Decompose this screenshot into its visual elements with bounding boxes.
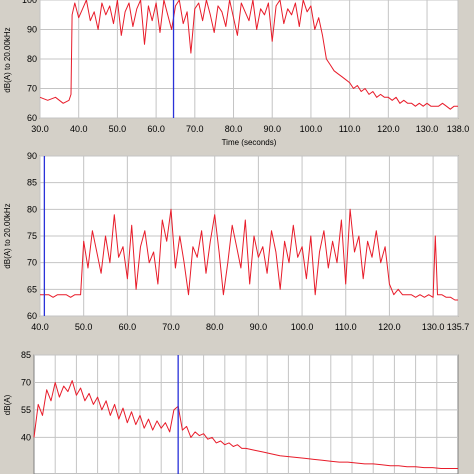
y-tick-label: 55 xyxy=(21,405,31,415)
x-tick-label: 80.0 xyxy=(206,322,224,332)
series-line xyxy=(40,208,458,301)
x-tick-label: 135.7 xyxy=(447,322,470,332)
x-tick-label: 90.0 xyxy=(263,124,281,134)
y-tick-label: 75 xyxy=(27,231,37,241)
chart-panel-3: 85 70 55 40 dB(A) xyxy=(0,345,474,474)
y-tick-label: 80 xyxy=(27,54,37,64)
x-axis-label: Time (seconds) xyxy=(222,337,277,338)
chart-3-svg: 85 70 55 40 dB(A) xyxy=(3,350,459,474)
y-tick-label: 90 xyxy=(27,25,37,35)
y-tick-label: 70 xyxy=(27,84,37,94)
y-tick-label: 40 xyxy=(21,432,31,442)
y-tick-label: 60 xyxy=(27,311,37,321)
x-tick-label: 120.0 xyxy=(378,322,401,332)
y-tick-label: 90 xyxy=(27,151,37,161)
x-tick-label: 50.0 xyxy=(75,322,93,332)
x-tick-label: 130.0 xyxy=(422,322,445,332)
chart-panel-1: 60 70 80 90 100 30.0 40.0 50.0 60.0 70.0 80.0 90.0 1… xyxy=(0,0,474,150)
chart-1-svg: 60 70 80 90 100 30.0 40.0 50.0 60.0 70.0 80.0 90.0 1… xyxy=(3,0,470,147)
x-tick-label: 60.0 xyxy=(119,322,137,332)
y-tick-label: 65 xyxy=(27,284,37,294)
y-axis-label: dB(A) to 20.00kHz xyxy=(3,27,12,92)
x-tick-label: 100.0 xyxy=(300,124,323,134)
x-tick-label: 60.0 xyxy=(147,124,165,134)
x-tick-label: 40.0 xyxy=(70,124,88,134)
x-tick-label: 130.0 xyxy=(416,124,439,134)
x-tick-label: 90.0 xyxy=(250,322,268,332)
x-tick-label: 138.0 xyxy=(447,124,470,134)
x-tick-label: 50.0 xyxy=(109,124,127,134)
series-line xyxy=(39,0,458,110)
y-tick-label: 85 xyxy=(21,350,31,360)
y-axis-label: dB(A) xyxy=(3,394,12,415)
x-tick-label: 70.0 xyxy=(186,124,204,134)
x-axis-label: Time (seconds) xyxy=(222,138,277,147)
series-line xyxy=(33,380,458,469)
chart-panel-2: 60 65 70 75 80 85 90 40.0 50.0 60.0 70.0 80.0 90.0 10… xyxy=(0,150,474,338)
x-tick-label: 70.0 xyxy=(162,322,180,332)
chart-2-svg: 60 65 70 75 80 85 90 40.0 50.0 60.0 70.0 80.0 90.0 10… xyxy=(3,151,470,338)
y-tick-label: 60 xyxy=(27,113,37,123)
y-axis-label: dB(A) to 20.00kHz xyxy=(3,203,12,268)
y-tick-label: 100 xyxy=(22,0,37,5)
y-tick-label: 85 xyxy=(27,178,37,188)
x-tick-label: 110.0 xyxy=(339,124,361,134)
x-tick-label: 80.0 xyxy=(225,124,243,134)
x-tick-label: 120.0 xyxy=(377,124,400,134)
y-tick-label: 70 xyxy=(27,258,37,268)
x-tick-label: 100.0 xyxy=(291,322,314,332)
x-tick-label: 30.0 xyxy=(31,124,49,134)
y-tick-label: 70 xyxy=(21,377,31,387)
y-tick-label: 80 xyxy=(27,204,37,214)
x-tick-label: 110.0 xyxy=(335,322,357,332)
x-tick-label: 40.0 xyxy=(31,322,49,332)
